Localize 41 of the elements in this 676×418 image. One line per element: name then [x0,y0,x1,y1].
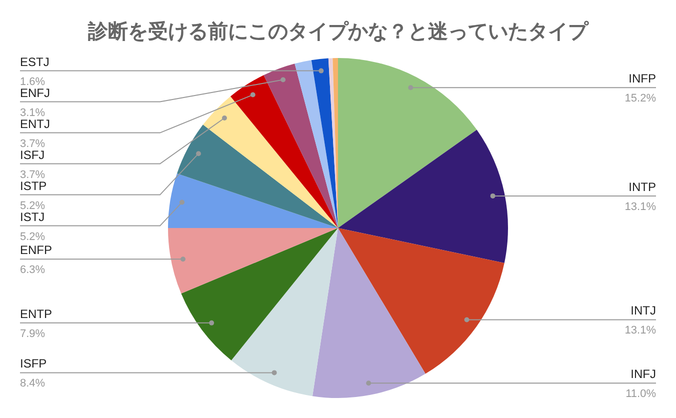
slice-label: INFJ [630,367,656,382]
pie-slice [311,58,338,228]
pie-slice [264,64,338,228]
data-label: 3.7% [20,168,46,181]
slice-label: ESTJ [20,54,50,69]
slice-label: ENFJ [20,86,50,100]
slice-label: INTP [628,180,656,194]
pie-slice [203,96,338,228]
pie-slice [176,124,338,228]
data-label: 8.4% [20,378,46,390]
data-label: 7.9% [20,328,46,340]
data-label: 11.0% [626,388,656,400]
slice-label: INFP [628,72,656,86]
pie-slice [338,130,508,263]
slice-label: ISFJ [20,148,45,162]
data-label: 15.2% [624,92,656,105]
data-label: 13.1% [624,324,656,337]
data-label: 6.3% [20,264,46,276]
data-label: 1.6% [20,76,46,88]
data-label: 3.1% [20,106,46,119]
pie-slice [168,228,338,294]
pie-slice [231,228,338,396]
slice-label: ENTP [20,306,52,321]
slice-label: ISTJ [20,210,45,224]
pie-slice [338,58,477,228]
slice-label: ISFP [20,356,47,371]
chart-title: 診断を受ける前にこのタイプかな？と迷っていたタイプ [87,19,589,43]
pie-slice [338,228,504,374]
slice-label: INTJ [630,304,656,318]
pie-slice [168,173,338,228]
data-label: 5.2% [20,230,46,243]
slice-label: ENTJ [20,116,50,131]
slice-label: ENFP [20,243,52,258]
data-label: 13.1% [624,200,656,213]
pie-slice [230,75,338,228]
data-label: 3.7% [20,138,46,150]
data-label: 5.2% [20,200,46,212]
pie-slice [181,228,338,360]
pie-slice [312,228,426,398]
slice-label: ISTP [20,178,47,193]
pie-slice [294,60,338,228]
